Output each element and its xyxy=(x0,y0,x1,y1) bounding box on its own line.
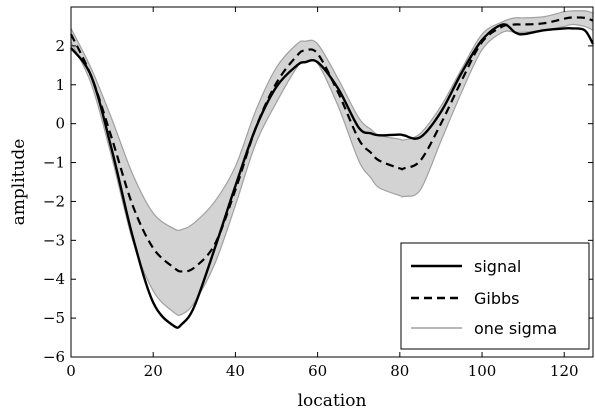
x-axis-label: location xyxy=(298,391,367,411)
y-tick-label: −1 xyxy=(43,154,65,172)
y-axis-label: amplitude xyxy=(9,139,29,226)
y-tick-label: −6 xyxy=(43,348,65,366)
x-tick-label: 40 xyxy=(226,362,245,380)
y-tick-label: −3 xyxy=(43,231,65,249)
legend: signal Gibbs one sigma xyxy=(400,242,590,350)
plot-area-frame xyxy=(70,6,594,358)
one-sigma-band-fill xyxy=(71,10,593,316)
x-tick-label: 60 xyxy=(308,362,327,380)
y-tick-label: 0 xyxy=(55,115,65,133)
axis-ticks: 0 20 40 60 80 100 120 −6 −5 −4 −3 −2 −1 0 1 2 xyxy=(43,7,593,380)
one-sigma-band xyxy=(70,10,594,316)
x-tick-label: 0 xyxy=(66,362,76,380)
one-sigma-upper-line xyxy=(70,10,594,232)
legend-box xyxy=(400,242,590,350)
legend-one-sigma-label: one sigma xyxy=(474,319,557,338)
series-lines xyxy=(70,16,595,329)
y-tick-label: 2 xyxy=(55,37,65,55)
x-tick-label: 20 xyxy=(144,362,163,380)
legend-gibbs-label: Gibbs xyxy=(474,289,520,308)
y-tick-label: −5 xyxy=(43,309,65,327)
y-tick-label: −2 xyxy=(43,192,65,210)
y-tick-label: 1 xyxy=(55,76,65,94)
gibbs-line xyxy=(70,16,594,273)
x-tick-label: 100 xyxy=(468,362,497,380)
signal-line xyxy=(70,23,595,329)
x-tick-label: 120 xyxy=(550,362,579,380)
legend-signal-label: signal xyxy=(474,257,521,276)
y-tick-label: −4 xyxy=(43,270,65,288)
x-tick-label: 80 xyxy=(390,362,409,380)
one-sigma-lower-line xyxy=(70,23,594,316)
